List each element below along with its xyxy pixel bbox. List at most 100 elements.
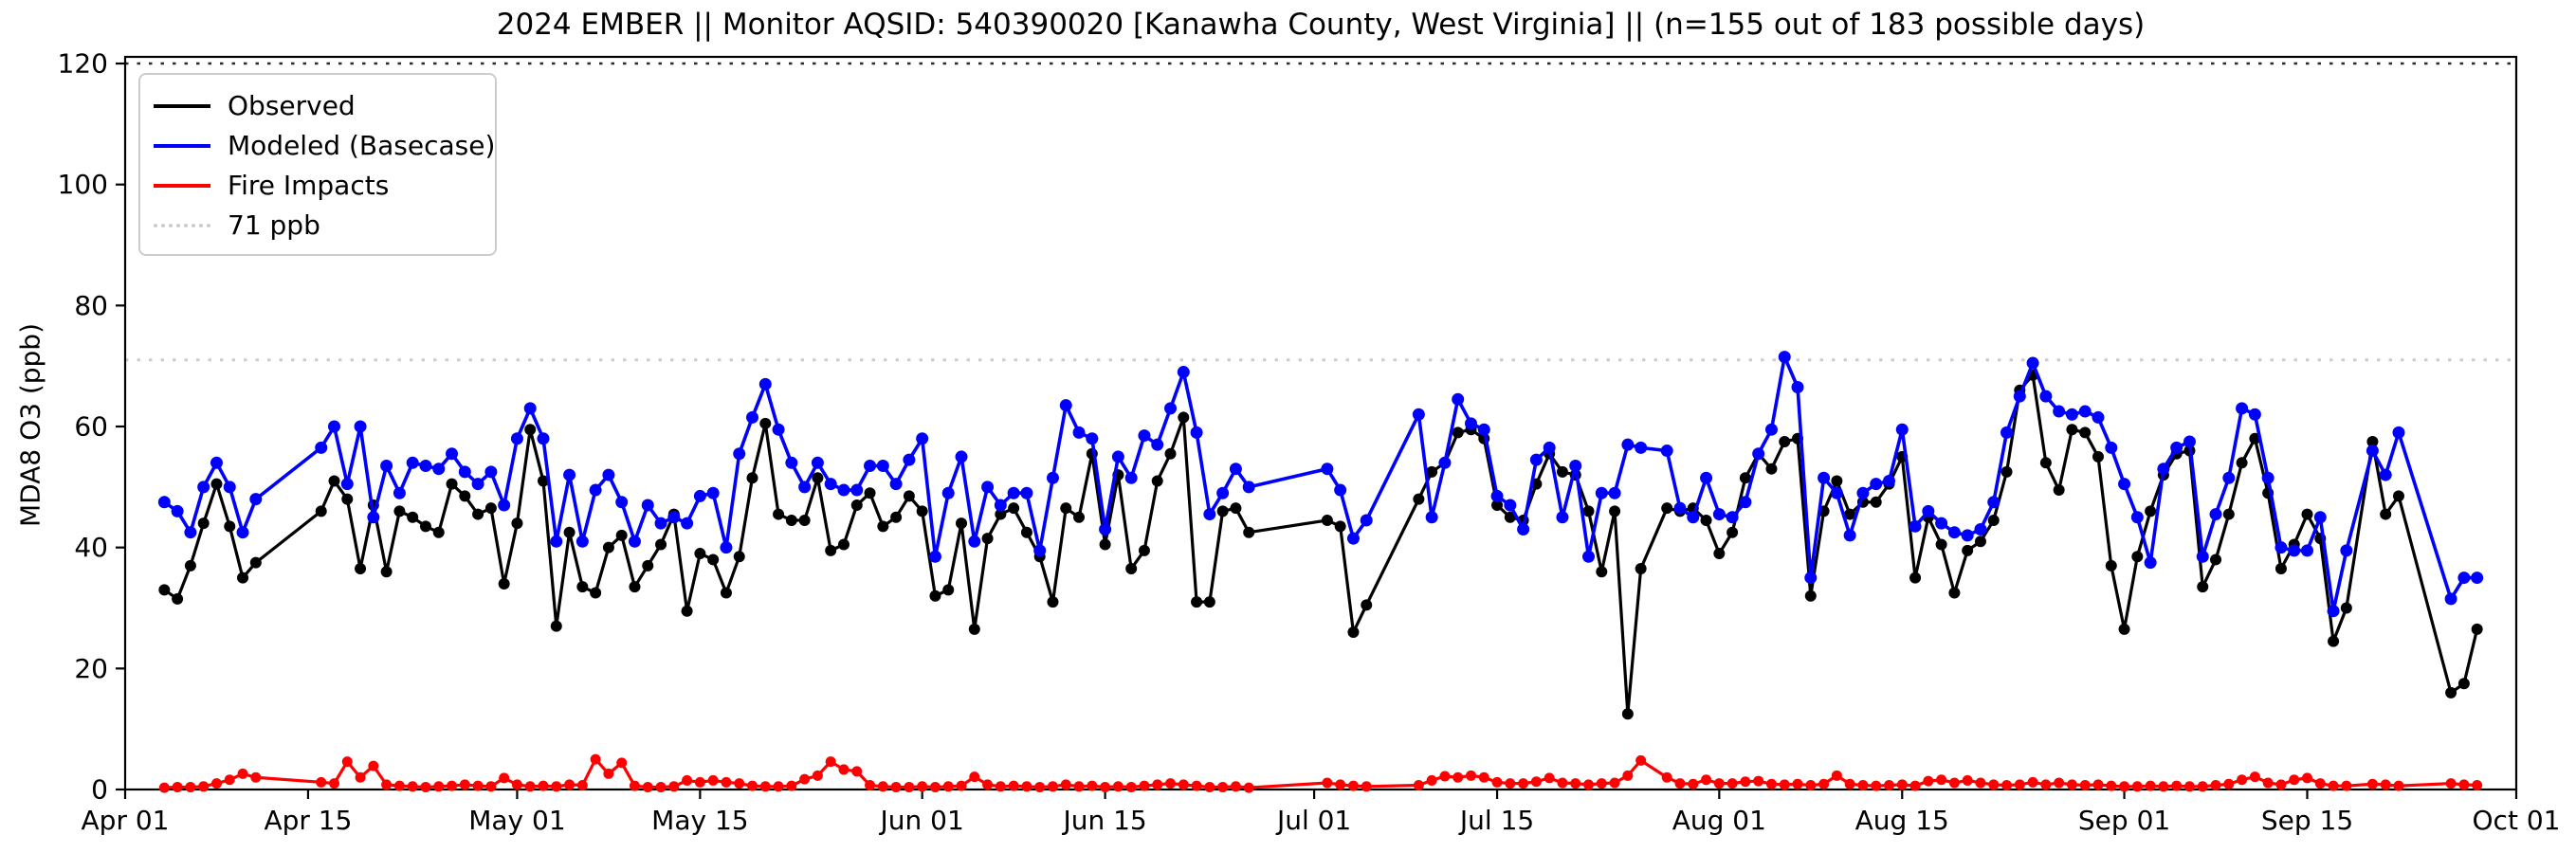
data-point-marker — [564, 779, 575, 790]
data-point-marker — [1504, 499, 1517, 512]
data-point-marker — [850, 499, 863, 511]
data-point-marker — [1191, 780, 1202, 791]
data-point-marker — [2223, 778, 2235, 789]
data-point-marker — [2445, 778, 2457, 789]
data-point-marker — [341, 493, 354, 505]
data-point-marker — [471, 478, 484, 491]
data-point-marker — [785, 514, 797, 526]
data-point-marker — [2275, 541, 2288, 554]
data-point-marker — [250, 771, 262, 783]
data-point-marker — [1543, 441, 1556, 454]
data-point-marker — [2472, 780, 2483, 791]
data-point-marker — [785, 456, 798, 469]
data-point-marker — [1100, 781, 1111, 792]
data-point-marker — [1216, 505, 1229, 517]
data-point-marker — [1831, 475, 1843, 487]
data-point-marker — [2340, 602, 2352, 614]
data-point-marker — [2092, 410, 2105, 424]
series-fire-impacts — [158, 753, 2483, 793]
data-point-marker — [2144, 556, 2157, 570]
data-point-marker — [629, 581, 641, 593]
data-point-marker — [1792, 778, 1803, 789]
data-point-marker — [2092, 779, 2104, 790]
data-point-marker — [2039, 390, 2053, 403]
data-point-marker — [1856, 486, 1870, 499]
data-point-marker — [615, 529, 628, 541]
data-point-marker — [2013, 390, 2026, 403]
data-point-marker — [511, 517, 523, 530]
data-point-marker — [812, 472, 824, 484]
data-point-marker — [1033, 544, 1047, 557]
data-point-marker — [1765, 778, 1777, 789]
data-point-marker — [224, 774, 235, 786]
data-point-marker — [2313, 511, 2327, 524]
data-point-marker — [1882, 474, 1895, 487]
data-point-marker — [890, 511, 903, 523]
data-point-marker — [2026, 356, 2039, 370]
y-tick-label: 0 — [91, 774, 108, 806]
data-point-marker — [694, 776, 705, 788]
x-tick-label: Jul 15 — [1458, 805, 1534, 836]
data-point-marker — [1830, 486, 1843, 499]
data-point-marker — [575, 535, 589, 548]
data-point-marker — [1335, 779, 1346, 790]
data-point-marker — [538, 475, 550, 487]
data-point-marker — [1125, 563, 1138, 575]
data-point-marker — [1073, 511, 1086, 523]
data-point-marker — [615, 496, 629, 509]
data-point-marker — [759, 417, 772, 429]
data-point-marker — [1138, 429, 1151, 443]
data-point-marker — [602, 541, 614, 554]
data-point-marker — [550, 620, 562, 632]
data-point-marker — [733, 551, 745, 563]
data-point-marker — [1060, 779, 1071, 790]
data-point-marker — [223, 481, 236, 494]
data-point-marker — [2275, 563, 2287, 575]
data-point-marker — [1047, 781, 1058, 792]
data-point-marker — [1191, 596, 1203, 608]
data-point-marker — [1151, 475, 1163, 487]
data-point-marker — [838, 764, 850, 775]
data-point-marker — [1138, 544, 1150, 556]
data-point-marker — [1895, 423, 1909, 436]
data-point-marker — [655, 781, 667, 792]
data-point-marker — [419, 520, 431, 533]
data-point-marker — [693, 489, 706, 502]
data-point-marker — [2130, 511, 2144, 524]
x-tick-label: May 01 — [468, 805, 565, 836]
data-point-marker — [2328, 780, 2339, 791]
data-point-marker — [1635, 754, 1647, 766]
data-point-marker — [2183, 781, 2195, 792]
data-point-marker — [1099, 523, 1112, 536]
data-point-marker — [446, 447, 459, 461]
data-point-marker — [825, 756, 836, 768]
data-point-marker — [2275, 779, 2287, 790]
data-point-marker — [537, 432, 550, 445]
data-point-marker — [393, 780, 405, 791]
data-point-marker — [994, 499, 1007, 512]
data-point-marker — [942, 584, 955, 596]
data-point-marker — [628, 535, 641, 548]
data-point-marker — [837, 483, 850, 497]
data-point-marker — [2118, 623, 2130, 635]
data-point-marker — [1582, 550, 1596, 563]
data-point-marker — [1203, 596, 1215, 608]
data-point-marker — [1570, 778, 1581, 789]
data-point-marker — [1086, 432, 1099, 445]
data-point-marker — [1883, 780, 1894, 791]
data-point-marker — [1804, 590, 1817, 602]
data-point-marker — [498, 499, 511, 512]
data-point-marker — [942, 781, 954, 792]
data-point-marker — [694, 548, 706, 560]
y-tick-label: 100 — [58, 169, 108, 200]
data-point-marker — [720, 541, 733, 554]
data-point-marker — [995, 781, 1006, 792]
data-point-marker — [2106, 780, 2117, 791]
data-point-marker — [524, 781, 536, 792]
data-point-marker — [2341, 780, 2352, 791]
data-point-marker — [1948, 777, 1960, 789]
data-point-marker — [1635, 441, 1648, 454]
data-point-marker — [941, 486, 955, 499]
legend-label: Modeled (Basecase) — [228, 130, 496, 161]
